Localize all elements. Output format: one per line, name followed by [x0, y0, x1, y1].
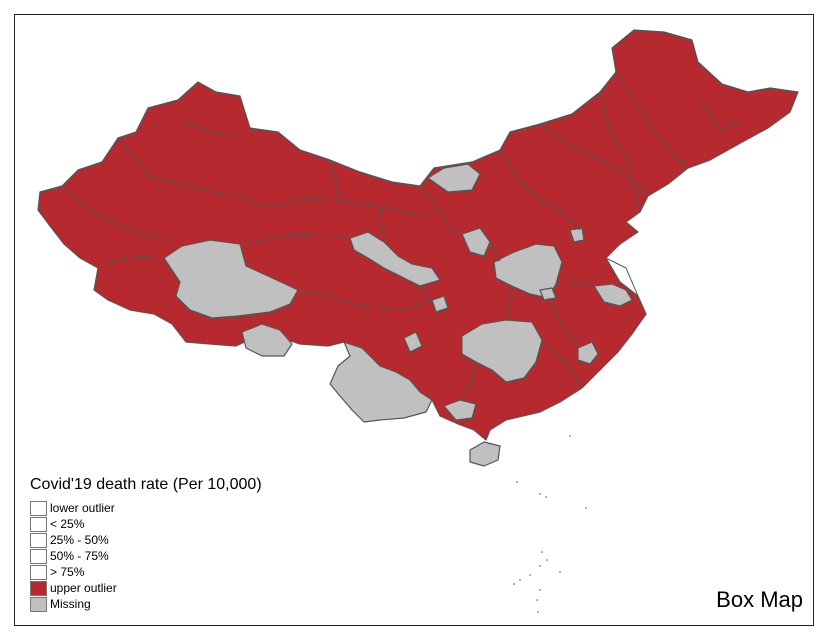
legend-label: 50% - 75% [50, 549, 109, 563]
legend-label: < 25% [50, 517, 85, 531]
legend-item: < 25% [30, 516, 262, 532]
region-missing-hainan [469, 441, 501, 467]
legend-label: lower outlier [50, 501, 115, 515]
legend-swatch [30, 596, 47, 612]
region-missing-qinghai [163, 239, 299, 319]
legend-label: Missing [50, 597, 91, 611]
region-missing-hubei-small [539, 287, 557, 301]
legend-swatch [30, 580, 47, 596]
region-missing-yunnan [329, 341, 433, 423]
region-missing-guangxi-south [443, 399, 477, 421]
map-legend: Covid'19 death rate (Per 10,000) lower o… [30, 476, 262, 612]
region-missing-jiangsu [593, 283, 633, 307]
legend-swatch [30, 532, 47, 548]
province-boundaries [61, 71, 741, 401]
legend-item: Missing [30, 596, 262, 612]
legend-items: lower outlier < 25% 25% - 50% 50% - 75% > 75… [30, 500, 262, 612]
legend-swatch [30, 516, 47, 532]
legend-item: 50% - 75% [30, 548, 262, 564]
legend-label: 25% - 50% [50, 533, 109, 547]
legend-item: > 75% [30, 564, 262, 580]
region-missing-guangxi-small [403, 331, 423, 353]
legend-label: > 75% [50, 565, 85, 579]
region-missing-fujian [577, 341, 599, 365]
region-missing-hunan-guizhou [461, 319, 543, 383]
legend-item: 25% - 50% [30, 532, 262, 548]
south-china-sea-islands [513, 435, 587, 613]
legend-item: lower outlier [30, 500, 262, 516]
legend-item: upper outlier [30, 580, 262, 596]
map-type-label: Box Map [716, 587, 803, 612]
region-missing-tibet-south [241, 323, 293, 357]
region-missing-sichuan-small [431, 295, 449, 313]
region-missing-inner-mongolia [427, 163, 481, 193]
legend-label: upper outlier [50, 581, 117, 595]
legend-title: Covid'19 death rate (Per 10,000) [30, 476, 262, 493]
legend-swatch [30, 548, 47, 564]
legend-swatch [30, 564, 47, 580]
region-missing-shaanxi [461, 227, 491, 257]
legend-swatch [30, 500, 47, 516]
